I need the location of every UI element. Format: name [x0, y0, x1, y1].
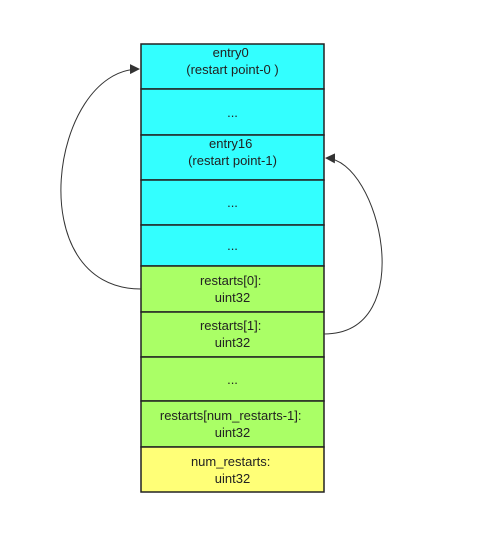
block-entries-ellipsis-3: ... [140, 224, 325, 267]
block-entry0-line2: (restart point-0 ) [186, 62, 278, 77]
block-num-restarts: num_restarts: uint32 [140, 446, 325, 493]
block-restarts-ellipsis-line1: ... [227, 372, 238, 387]
svg-text:entry0 (restart point-0: entry0 (restart point-0 ) [186, 45, 278, 77]
svg-text:restarts[num_restarts-1]:: restarts[num_restarts-1]: uint32 [160, 408, 305, 440]
block-restarts-ellipsis: ... [140, 356, 325, 402]
block-entries-ellipsis-2: ... [140, 179, 325, 226]
svg-text:entry16 (restart point-1: entry16 (restart point-1) [188, 136, 277, 168]
arrow-restarts-1-to-entry16 [323, 153, 383, 335]
block-ellipsis-1-line1: ... [227, 105, 238, 120]
svg-text:restarts[1]: uint32: restarts[1]: uint32 [200, 318, 265, 350]
block-restarts-last-line1: restarts[num_restarts-1]: [160, 408, 302, 423]
block-ellipsis-2-line1: ... [227, 195, 238, 210]
block-entry16-line1: entry16 [209, 136, 252, 151]
block-entry16-line2: (restart point-1) [188, 153, 277, 168]
svg-text:...: ... [227, 195, 238, 210]
block-entry16: entry16 (restart point-1) [140, 134, 325, 181]
svg-text:...: ... [227, 238, 238, 253]
block-restarts-0-line1: restarts[0]: [200, 273, 261, 288]
block-restarts-last: restarts[num_restarts-1]: uint32 [140, 400, 325, 448]
block-restarts-1: restarts[1]: uint32 [140, 311, 325, 358]
block-restarts-0: restarts[0]: uint32 [140, 265, 325, 313]
block-entry0-line1: entry0 [213, 45, 249, 60]
block-num-restarts-line1: num_restarts: [191, 454, 270, 469]
block-restarts-last-line2: uint32 [215, 425, 250, 440]
block-restarts-0-line2: uint32 [215, 290, 250, 305]
block-num-restarts-line2: uint32 [215, 471, 250, 486]
arrow-restarts-0-to-entry0 [60, 64, 142, 290]
svg-text:...: ... [227, 105, 238, 120]
block-ellipsis-3-line1: ... [227, 238, 238, 253]
svg-text:num_restarts: uint32: num_restarts: uint32 [191, 454, 274, 486]
block-restarts-1-line2: uint32 [215, 335, 250, 350]
svg-text:...: ... [227, 372, 238, 387]
block-restarts-1-line1: restarts[1]: [200, 318, 261, 333]
block-entry0: entry0 (restart point-0 ) [140, 43, 325, 90]
svg-text:restarts[0]: uint32: restarts[0]: uint32 [200, 273, 265, 305]
block-entries-ellipsis-1: ... [140, 88, 325, 136]
